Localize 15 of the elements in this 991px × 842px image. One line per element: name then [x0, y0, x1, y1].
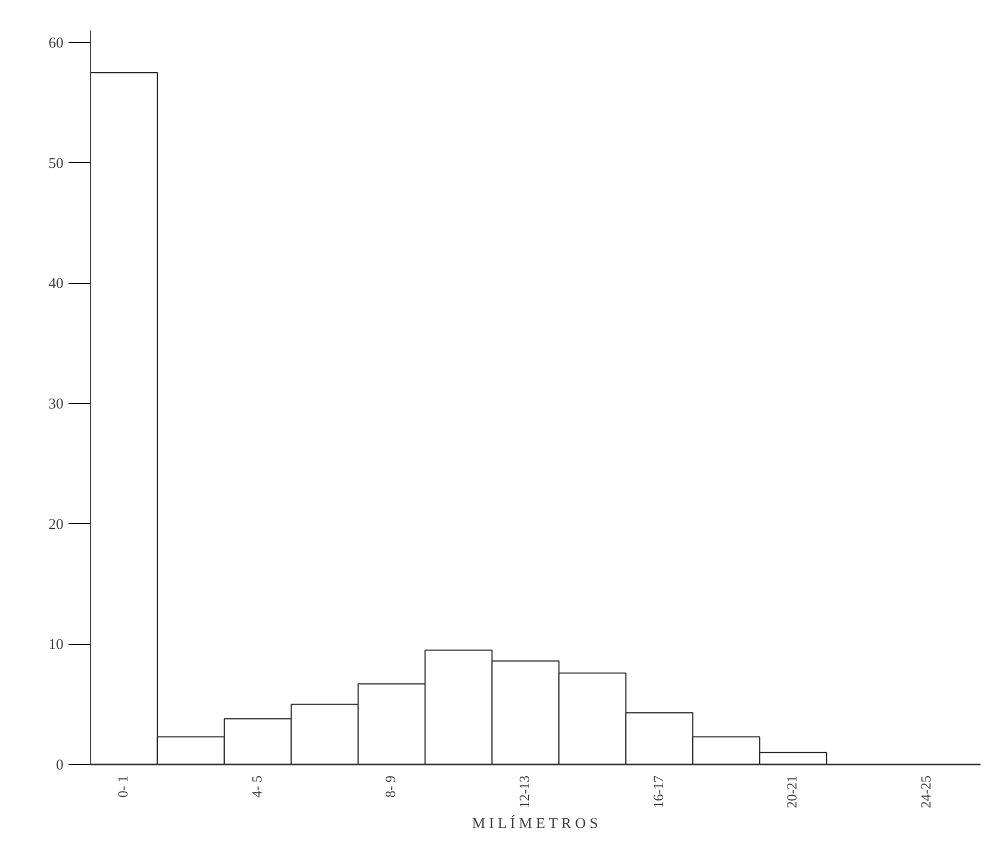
- x-tick-label: 4- 5: [250, 775, 266, 798]
- x-tick-label: 24-25: [919, 775, 934, 808]
- x-tick-label: 8- 9: [384, 775, 400, 798]
- x-tick-label: 0- 1: [116, 775, 132, 798]
- x-tick-label: 12-13: [518, 775, 533, 808]
- y-tick-label: 0: [56, 758, 64, 774]
- y-tick-label: 60: [48, 36, 64, 52]
- x-axis-title: M I L Í M E T R O S: [472, 815, 598, 832]
- x-tick-label: 16-17: [652, 775, 667, 808]
- y-tick-label: 20: [48, 516, 64, 533]
- y-tick-label: 50: [48, 156, 64, 172]
- x-tick-label: 20-21: [786, 775, 801, 808]
- y-tick-label: 30: [48, 396, 64, 413]
- y-tick-label: 40: [48, 276, 64, 292]
- y-tick-label: 10: [48, 637, 64, 654]
